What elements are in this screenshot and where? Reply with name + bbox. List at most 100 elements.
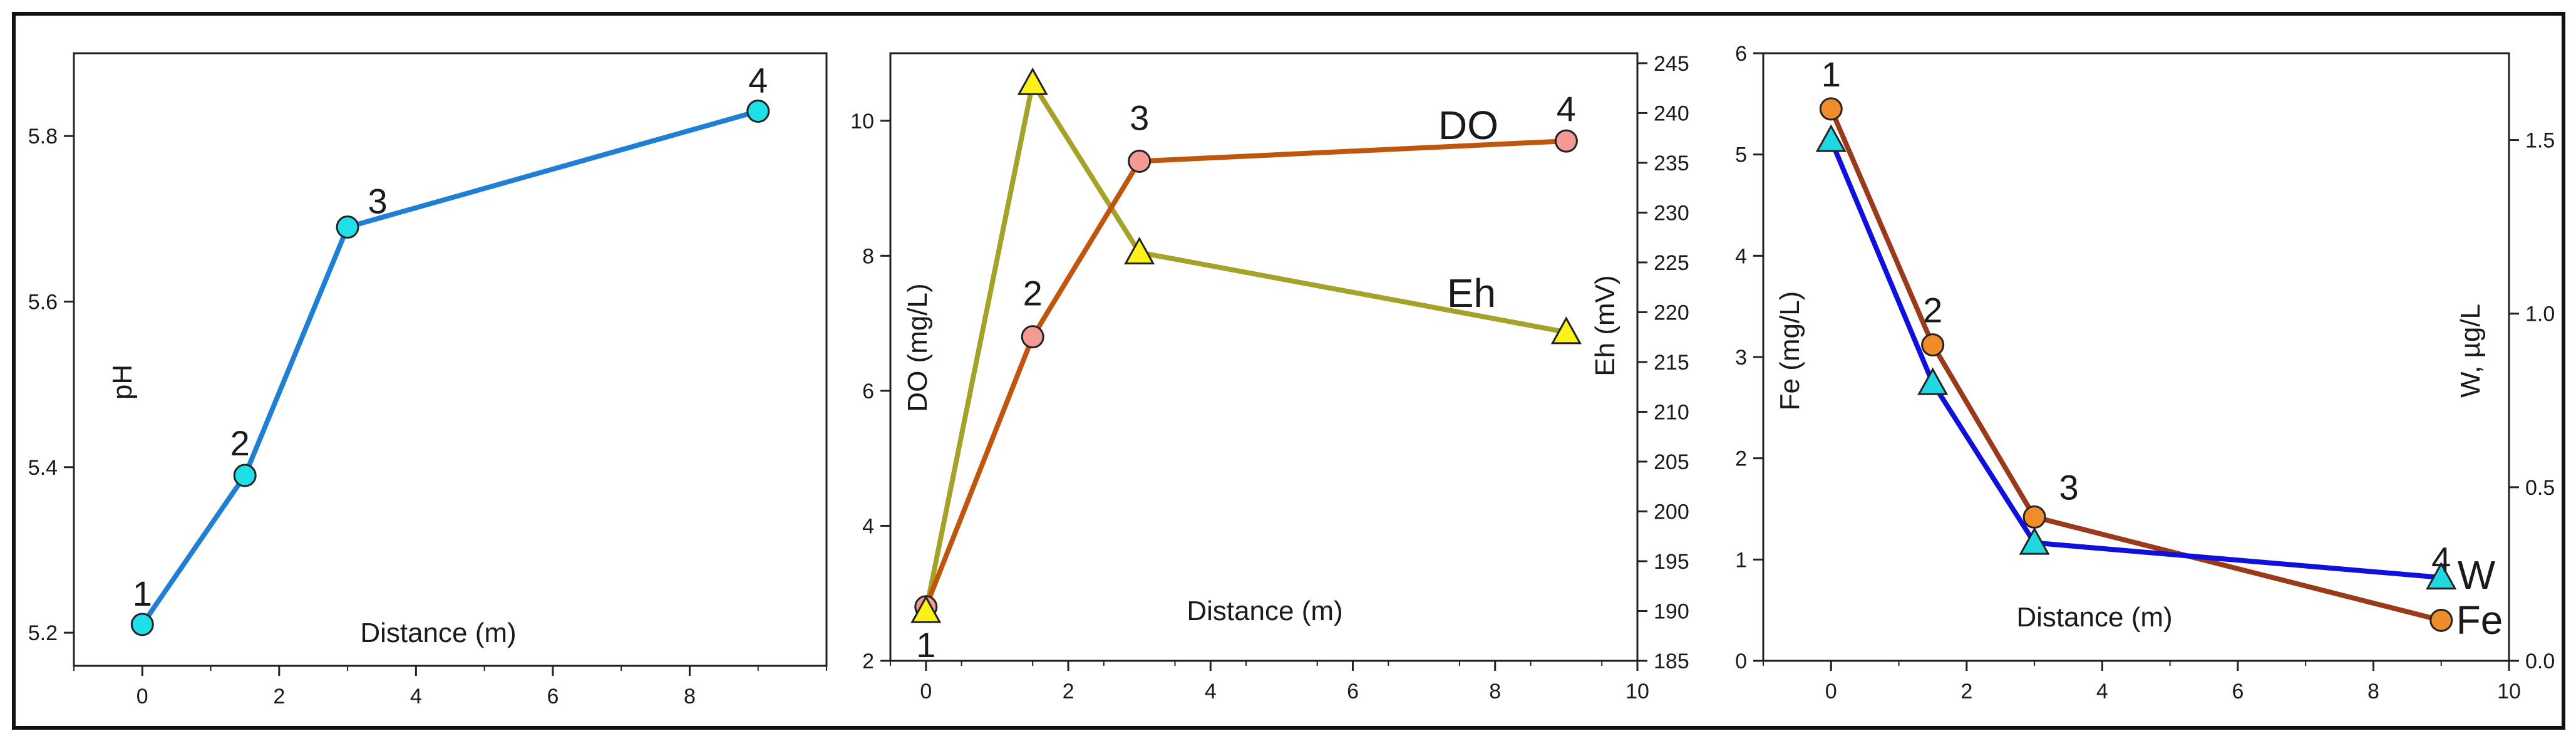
x-tick-label: 0 xyxy=(1825,680,1837,703)
x-tick-label: 0 xyxy=(137,685,148,708)
y2-tick-label: 1.5 xyxy=(2525,129,2555,153)
w-y-axis-title: W, µg/L xyxy=(2455,304,2486,398)
y2-tick-label: 0.5 xyxy=(2525,476,2555,500)
y-tick-label: 5.8 xyxy=(28,125,58,148)
y2-tick-label: 195 xyxy=(1654,550,1689,574)
x-tick-label: 6 xyxy=(2232,680,2244,703)
y2-tick-label: 235 xyxy=(1654,152,1689,175)
eh-series-line xyxy=(923,80,1567,612)
fe-w-x-axis-title: Distance (m) xyxy=(2016,602,2172,633)
figure-border xyxy=(12,12,2565,730)
w-series-label: W xyxy=(2458,552,2496,598)
y-tick-label: 5.4 xyxy=(28,456,58,480)
fe-w-point-label: 2 xyxy=(1923,291,1942,330)
x-tick-label: 2 xyxy=(1960,680,1972,703)
x-tick-label: 10 xyxy=(1625,680,1649,703)
y-tick-label: 4 xyxy=(862,514,874,538)
plot-frame-1 xyxy=(889,52,1639,662)
eh-point xyxy=(1017,67,1048,95)
x-tick-label: 10 xyxy=(2497,680,2521,703)
ph-chart: 0 2 4 6 8 5.2 5.4 5.6 5.8 1 2 3 4 Distance (m) pH xyxy=(28,52,828,708)
y-tick-label: 5.2 xyxy=(28,621,58,645)
eh-point xyxy=(910,595,942,623)
fe-point xyxy=(2022,505,2046,529)
w-point xyxy=(1917,367,1949,395)
ph-point xyxy=(130,613,154,636)
do-eh-chart: 0 2 4 6 8 10246810185190195200205210215220225… xyxy=(850,52,1689,703)
x-tick-label: 6 xyxy=(547,685,559,708)
fe-w-point-label: 3 xyxy=(2059,467,2079,507)
x-tick-label: 8 xyxy=(2367,680,2379,703)
chart-panels: 0 2 4 6 8 5.2 5.4 5.6 5.8 1 2 3 4 Distance (m) pH 0 2 4 6 8… xyxy=(28,42,2555,708)
do-series-line xyxy=(924,138,1567,608)
y-tick-label: 5 xyxy=(1735,143,1747,167)
y-tick-label: 10 xyxy=(850,110,874,133)
x-tick-label: 6 xyxy=(1347,680,1359,703)
fe-series-label: Fe xyxy=(2456,598,2503,643)
ph-point xyxy=(233,464,257,487)
y2-tick-label: 225 xyxy=(1654,251,1689,275)
eh-point xyxy=(1124,236,1155,265)
y2-tick-label: 0.0 xyxy=(2525,650,2555,673)
fe-w-point-label: 4 xyxy=(2431,539,2451,579)
do-eh-point-label: 3 xyxy=(1130,98,1149,137)
fe-w-point-label: 1 xyxy=(1821,54,1841,94)
y-tick-label: 8 xyxy=(862,244,874,268)
ph-point-label: 2 xyxy=(230,423,250,463)
eh-y-axis-title: Eh (mV) xyxy=(1590,275,1620,376)
fe-series-line xyxy=(1828,108,2442,623)
fe-point xyxy=(2429,608,2453,632)
fe-point xyxy=(1921,333,1945,357)
w-point xyxy=(2426,561,2457,590)
x-tick-label: 2 xyxy=(1063,680,1074,703)
do-eh-x-axis-title: Distance (m) xyxy=(1187,596,1342,626)
fe-y-axis-title: Fe (mg/L) xyxy=(1775,291,1805,411)
do-eh-point-label: 1 xyxy=(916,625,935,665)
ph-point-label: 4 xyxy=(748,61,768,100)
w-point xyxy=(1815,124,1847,152)
y-tick-label: 6 xyxy=(1735,42,1747,66)
ph-series-line xyxy=(140,108,759,626)
y2-tick-label: 245 xyxy=(1654,52,1689,76)
y-tick-label: 6 xyxy=(862,380,874,403)
y2-tick-label: 210 xyxy=(1654,400,1689,424)
x-tick-label: 0 xyxy=(920,680,932,703)
ph-y-axis-title: pH xyxy=(107,365,138,400)
x-tick-label: 4 xyxy=(2096,680,2108,703)
y-tick-label: 4 xyxy=(1735,244,1747,268)
do-eh-point-label: 2 xyxy=(1023,274,1043,313)
do-y-axis-title: DO (mg/L) xyxy=(902,283,933,412)
ph-point xyxy=(746,100,770,123)
eh-series-label: Eh xyxy=(1447,271,1496,316)
y-tick-label: 1 xyxy=(1735,548,1747,572)
x-tick-label: 4 xyxy=(410,685,422,708)
ph-point-label: 1 xyxy=(133,574,152,613)
fe-point xyxy=(1819,97,1843,121)
ph-point-label: 3 xyxy=(368,182,388,221)
do-series-label: DO xyxy=(1438,103,1498,148)
y2-tick-label: 240 xyxy=(1654,101,1689,125)
y2-tick-label: 205 xyxy=(1654,450,1689,474)
w-point xyxy=(2019,527,2050,555)
y-tick-label: 0 xyxy=(1735,650,1747,673)
y2-tick-label: 185 xyxy=(1654,650,1689,673)
do-eh-point-label: 4 xyxy=(1557,89,1576,128)
eh-point xyxy=(1550,316,1582,345)
x-tick-label: 8 xyxy=(1489,680,1501,703)
y-tick-label: 2 xyxy=(1735,447,1747,471)
ph-point xyxy=(336,215,359,239)
x-tick-label: 4 xyxy=(1205,680,1217,703)
do-point xyxy=(1128,149,1151,173)
y-tick-label: 3 xyxy=(1735,346,1747,370)
x-tick-label: 8 xyxy=(684,685,696,708)
y2-tick-label: 1.0 xyxy=(2525,303,2555,326)
y2-tick-label: 220 xyxy=(1654,301,1689,324)
w-series-line xyxy=(1828,139,2442,580)
y2-tick-label: 215 xyxy=(1654,351,1689,375)
y-tick-label: 5.6 xyxy=(28,290,58,314)
y-tick-label: 2 xyxy=(862,650,874,673)
y2-tick-label: 230 xyxy=(1654,201,1689,225)
do-point xyxy=(1021,325,1044,349)
